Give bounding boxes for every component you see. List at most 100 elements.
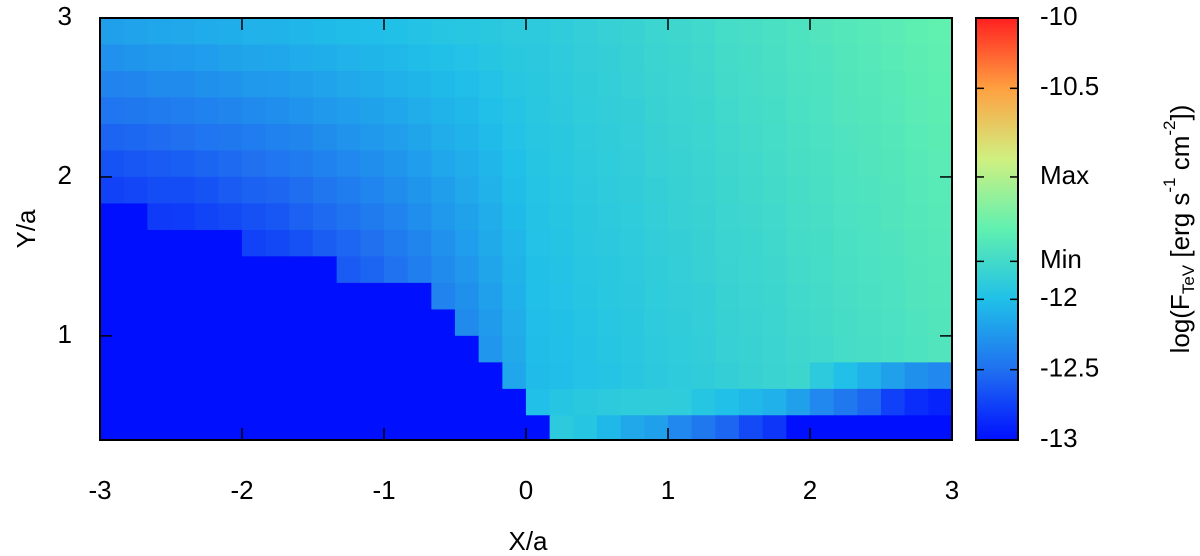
heatmap-cell — [431, 229, 456, 258]
heatmap-cell — [715, 388, 740, 417]
heatmap-cell — [620, 229, 645, 258]
heatmap-cell — [312, 44, 338, 72]
heatmap-cell — [525, 309, 551, 337]
heatmap-cell — [194, 71, 219, 99]
heatmap-cell — [454, 71, 480, 99]
heatmap-cell — [691, 335, 716, 363]
heatmap-cell — [620, 97, 645, 125]
heatmap-cell — [431, 18, 456, 46]
heatmap-cell — [289, 309, 314, 337]
heatmap-cell — [525, 229, 551, 258]
heatmap-cell — [241, 415, 267, 440]
heatmap-cell — [312, 71, 338, 99]
heatmap-cell — [431, 123, 456, 152]
heatmap-cell — [620, 44, 645, 72]
heatmap-cell — [880, 71, 906, 99]
heatmap-cell — [218, 97, 243, 125]
colorbar-label-part: [erg s — [1165, 193, 1195, 265]
heatmap-cell — [383, 123, 409, 152]
heatmap-cell — [194, 256, 219, 284]
heatmap-cell — [265, 335, 290, 363]
heatmap-cell — [857, 123, 882, 152]
heatmap-cell — [194, 335, 219, 363]
heatmap-cell — [880, 123, 906, 152]
heatmap-cell — [715, 176, 740, 205]
heatmap-cell — [904, 256, 929, 284]
heatmap-cell — [715, 18, 740, 46]
heatmap-cell — [880, 256, 906, 284]
heatmap-cell — [170, 335, 196, 363]
heatmap-cell — [265, 309, 290, 337]
heatmap-cell — [880, 176, 906, 205]
heatmap-cell — [762, 44, 787, 72]
heatmap-cell — [667, 388, 693, 417]
heatmap-cell — [809, 282, 835, 311]
heatmap-cell — [596, 44, 622, 72]
heatmap-cell — [100, 229, 125, 258]
heatmap-cell — [928, 97, 952, 125]
heatmap-cell — [928, 282, 952, 311]
heatmap-cell — [265, 44, 290, 72]
heatmap-cell — [502, 229, 527, 258]
heatmap-cell — [928, 71, 952, 99]
heatmap-cell — [833, 150, 858, 178]
x-tick-label: -1 — [372, 475, 395, 505]
heatmap-cell — [123, 44, 148, 72]
heatmap-cell — [809, 18, 835, 46]
heatmap-cell — [431, 335, 456, 363]
heatmap-cell — [170, 150, 196, 178]
heatmap-cell — [241, 282, 267, 311]
heatmap-cell — [241, 256, 267, 284]
heatmap-cell — [454, 203, 480, 231]
heatmap-cell — [786, 150, 811, 178]
heatmap-cell — [549, 335, 574, 363]
colorbar-tick-label: -12 — [1040, 282, 1078, 312]
heatmap-cell — [454, 335, 480, 363]
heatmap-cell — [194, 229, 219, 258]
heatmap-cell — [383, 71, 409, 99]
heatmap-cell — [407, 150, 432, 178]
heatmap-cell — [407, 203, 432, 231]
heatmap-cell — [880, 44, 906, 72]
heatmap-cell — [738, 97, 764, 125]
heatmap-cell — [265, 97, 290, 125]
heatmap-cell — [809, 44, 835, 72]
heatmap-cell — [383, 388, 409, 417]
heatmap-cell — [454, 229, 480, 258]
heatmap-cell — [691, 203, 716, 231]
heatmap-cell — [100, 388, 125, 417]
heatmap-cell — [265, 388, 290, 417]
heatmap-cell — [194, 150, 219, 178]
heatmap-cell — [549, 388, 574, 417]
heatmap-cell — [644, 150, 669, 178]
heatmap-cell — [383, 18, 409, 46]
heatmap-cell — [833, 335, 858, 363]
heatmap-cell — [147, 309, 172, 337]
heatmap-cell — [289, 203, 314, 231]
heatmap-cell — [596, 123, 622, 152]
heatmap-cell — [265, 123, 290, 152]
heatmap-cell — [620, 176, 645, 205]
heatmap-cell — [786, 362, 811, 390]
heatmap-cell — [596, 203, 622, 231]
heatmap-cell — [928, 362, 952, 390]
heatmap-cell — [454, 97, 480, 125]
heatmap-cell — [620, 150, 645, 178]
heatmap-cell — [502, 71, 527, 99]
heatmap-cell — [857, 176, 882, 205]
heatmap-cell — [289, 388, 314, 417]
heatmap-cell — [880, 415, 906, 440]
heatmap-cell — [667, 362, 693, 390]
heatmap-cell — [596, 388, 622, 417]
heatmap-cell — [786, 44, 811, 72]
heatmap-cell — [904, 44, 929, 72]
heatmap-cell — [407, 18, 432, 46]
heatmap-cell — [904, 415, 929, 440]
heatmap-cell — [241, 44, 267, 72]
heatmap-cell — [573, 71, 598, 99]
heatmap-cell — [786, 282, 811, 311]
heatmap-cell — [265, 282, 290, 311]
heatmap-cell — [407, 123, 432, 152]
heatmap-cell — [454, 176, 480, 205]
heatmap-cell — [502, 388, 527, 417]
